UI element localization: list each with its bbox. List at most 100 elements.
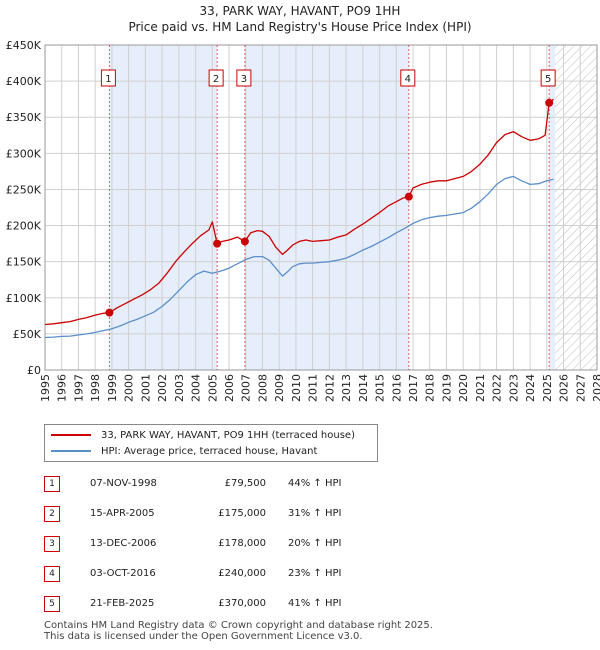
transaction-date: 03-OCT-2016 <box>90 568 156 579</box>
chart-subtitle: Price paid vs. HM Land Registry's House … <box>128 20 472 34</box>
footer-licence: This data is licensed under the Open Gov… <box>44 631 363 642</box>
sale-marker-label: 2 <box>213 74 219 85</box>
sale-point <box>213 239 222 248</box>
y-tick-label: £150K <box>6 256 42 269</box>
x-tick-label: 1996 <box>56 374 69 402</box>
sale-point <box>240 237 249 246</box>
x-tick-label: 2028 <box>591 374 600 402</box>
table-row: 5 21-FEB-2025 £370,000 41% ↑ HPI <box>44 596 384 612</box>
x-tick-label: 2000 <box>123 374 136 402</box>
transaction-hpi-diff: 20% ↑ HPI <box>288 538 342 549</box>
plot-frame <box>44 44 598 371</box>
footer-copyright: Contains HM Land Registry data © Crown c… <box>44 620 433 631</box>
legend-swatch-hpi <box>51 450 91 452</box>
x-tick-label: 2010 <box>290 374 303 402</box>
transaction-number-badge: 5 <box>44 596 60 612</box>
y-tick-label: £300K <box>6 147 42 160</box>
y-tick-label: £450K <box>6 39 42 52</box>
table-row: 1 07-NOV-1998 £79,500 44% ↑ HPI <box>44 476 384 492</box>
x-tick-label: 2006 <box>223 374 236 402</box>
price-paid-line <box>44 98 554 326</box>
x-tick-label: 2015 <box>374 374 387 402</box>
x-tick-label: 1995 <box>39 374 52 402</box>
transaction-date: 07-NOV-1998 <box>90 478 157 489</box>
transaction-price: £240,000 <box>218 568 266 579</box>
price-chart: £0 £50K £100K £150K £200K £250K £300K £350K £400… <box>6 39 600 402</box>
legend-item-hpi: HPI: Average price, terraced house, Hava… <box>51 444 317 458</box>
transaction-price: £178,000 <box>218 538 266 549</box>
x-tick-label: 2012 <box>323 374 336 402</box>
transaction-number-badge: 1 <box>44 476 60 492</box>
legend-label-price: 33, PARK WAY, HAVANT, PO9 1HH (terraced … <box>101 429 355 441</box>
ownership-shade <box>549 45 556 370</box>
ownership-shade <box>244 45 409 370</box>
x-tick-label: 2001 <box>139 374 152 402</box>
y-tick-label: £350K <box>6 111 42 124</box>
y-tick-label: £400K <box>6 75 42 88</box>
transaction-number-badge: 3 <box>44 536 60 552</box>
x-tick-label: 2002 <box>156 374 169 402</box>
chart-legend: 33, PARK WAY, HAVANT, PO9 1HH (terraced … <box>44 424 378 462</box>
table-row: 2 15-APR-2005 £175,000 31% ↑ HPI <box>44 506 384 522</box>
transaction-number-badge: 4 <box>44 566 60 582</box>
sale-marker-box <box>540 69 556 87</box>
sale-marker-label: 3 <box>241 74 247 85</box>
transaction-hpi-diff: 31% ↑ HPI <box>288 508 342 519</box>
x-tick-label: 2022 <box>491 374 504 402</box>
x-tick-label: 1997 <box>72 374 85 402</box>
x-tick-label: 2027 <box>574 374 587 402</box>
x-tick-label: 2019 <box>440 374 453 402</box>
attribution-footer: Contains HM Land Registry data © Crown c… <box>44 620 433 642</box>
ownership-shade <box>109 45 218 370</box>
y-tick-label: £200K <box>6 220 42 233</box>
transaction-price: £79,500 <box>224 478 266 489</box>
x-tick-label: 2011 <box>307 374 320 402</box>
hpi-line <box>44 175 554 339</box>
transaction-hpi-diff: 23% ↑ HPI <box>288 568 342 579</box>
sale-marker-box <box>236 69 252 87</box>
x-tick-label: 2020 <box>457 374 470 402</box>
sale-marker-box <box>100 69 116 87</box>
legend-label-hpi: HPI: Average price, terraced house, Hava… <box>101 445 318 457</box>
sale-marker-label: 4 <box>405 74 411 85</box>
table-row: 3 13-DEC-2006 £178,000 20% ↑ HPI <box>44 536 384 552</box>
transaction-number-badge: 2 <box>44 506 60 522</box>
x-tick-label: 2023 <box>507 374 520 402</box>
sale-marker-box <box>208 69 224 87</box>
x-tick-label: 2025 <box>541 374 554 402</box>
x-tick-label: 2026 <box>558 374 571 402</box>
transaction-hpi-diff: 41% ↑ HPI <box>288 598 342 609</box>
transaction-date: 21-FEB-2025 <box>90 598 155 609</box>
x-tick-label: 2024 <box>524 374 537 402</box>
y-tick-label: £250K <box>6 183 42 196</box>
x-tick-label: 1998 <box>89 374 102 402</box>
transaction-price: £370,000 <box>218 598 266 609</box>
x-tick-label: 2014 <box>357 374 370 402</box>
x-tick-label: 2007 <box>240 374 253 402</box>
sale-marker-label: 1 <box>105 74 111 85</box>
x-tick-label: 2009 <box>273 374 286 402</box>
x-tick-label: 2017 <box>407 374 420 402</box>
sale-point <box>105 308 114 317</box>
x-tick-label: 2016 <box>390 374 403 402</box>
legend-swatch-price <box>51 434 91 436</box>
chart-title-address: 33, PARK WAY, HAVANT, PO9 1HH <box>199 4 401 18</box>
x-tick-label: 2021 <box>474 374 487 402</box>
sale-marker-box <box>400 69 416 87</box>
y-tick-label: £50K <box>13 328 42 341</box>
x-tick-label: 2018 <box>424 374 437 402</box>
x-tick-label: 1999 <box>106 374 119 402</box>
legend-item-price: 33, PARK WAY, HAVANT, PO9 1HH (terraced … <box>51 428 355 442</box>
transaction-price: £175,000 <box>218 508 266 519</box>
transaction-date: 15-APR-2005 <box>90 508 155 519</box>
sale-point <box>545 98 554 107</box>
x-tick-label: 2013 <box>340 374 353 402</box>
y-tick-label: £100K <box>6 292 42 305</box>
transaction-hpi-diff: 44% ↑ HPI <box>288 478 342 489</box>
y-tick-label: £0 <box>27 364 41 377</box>
x-tick-label: 2008 <box>256 374 269 402</box>
x-tick-label: 2005 <box>206 374 219 402</box>
table-row: 4 03-OCT-2016 £240,000 23% ↑ HPI <box>44 566 384 582</box>
x-tick-label: 2003 <box>173 374 186 402</box>
transaction-date: 13-DEC-2006 <box>90 538 157 549</box>
